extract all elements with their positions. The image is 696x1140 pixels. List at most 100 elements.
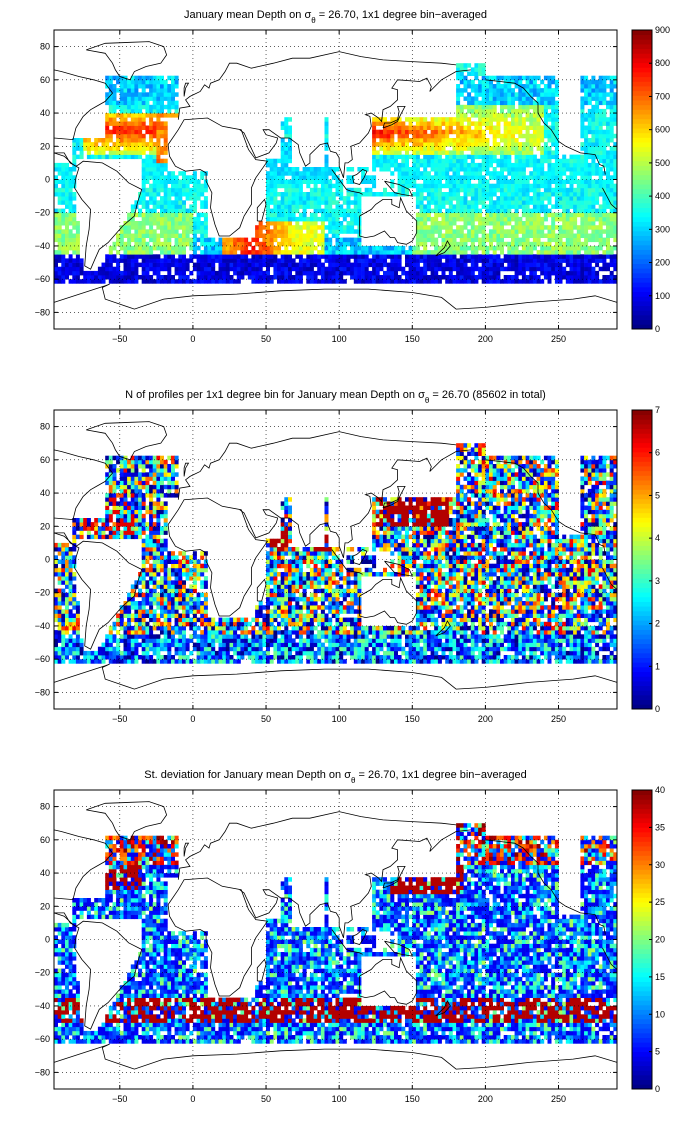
heatmap-cell (101, 142, 106, 147)
heatmap-cell (419, 125, 424, 130)
heatmap-cell (511, 92, 515, 97)
heatmap-cell (105, 459, 110, 465)
heatmap-cell (94, 655, 99, 660)
heatmap-cell (521, 142, 526, 147)
heatmap-cell (525, 212, 530, 218)
heatmap-cell (306, 225, 311, 230)
heatmap-cell (470, 146, 475, 151)
heatmap-cell (262, 262, 267, 268)
heatmap-cell (558, 233, 563, 238)
heatmap-cell (185, 266, 190, 272)
heatmap-cell (478, 92, 483, 97)
heatmap-cell (284, 133, 289, 139)
heatmap-cell (273, 204, 278, 209)
heatmap-cell (426, 162, 431, 168)
heatmap-cell (335, 179, 340, 184)
heatmap-cell (324, 142, 329, 147)
heatmap-cell (54, 275, 58, 280)
heatmap-cell (123, 229, 128, 234)
heatmap-cell (602, 212, 607, 218)
heatmap-cell (119, 254, 124, 259)
heatmap-cell (119, 88, 124, 93)
heatmap-cell (324, 245, 329, 251)
heatmap-cell (123, 241, 128, 247)
heatmap-cell (295, 200, 300, 205)
heatmap-cell (529, 221, 534, 226)
heatmap-cell (540, 100, 545, 106)
heatmap-cell (313, 192, 318, 197)
heatmap-cell (65, 613, 69, 618)
heatmap-cell (511, 196, 515, 201)
heatmap-cell (167, 100, 172, 106)
heatmap-cell (500, 108, 504, 114)
heatmap-cell (521, 125, 526, 130)
heatmap-cell (532, 162, 537, 168)
heatmap-cell (108, 476, 113, 481)
heatmap-cell (390, 162, 395, 168)
heatmap-cell (339, 245, 344, 251)
heatmap-cell (598, 175, 603, 180)
heatmap-cell (302, 212, 307, 218)
heatmap-cell (317, 266, 322, 272)
heatmap-cell (90, 650, 95, 656)
heatmap-cell (448, 241, 453, 247)
heatmap-cell (266, 216, 270, 222)
heatmap-cell (448, 237, 453, 243)
heatmap-cell (255, 254, 260, 259)
heatmap-cell (576, 200, 581, 205)
heatmap-cell (240, 258, 245, 263)
heatmap-cell (72, 572, 77, 577)
heatmap-cell (613, 175, 618, 180)
heatmap-cell (57, 192, 62, 197)
heatmap-cell (481, 129, 486, 135)
heatmap-cell (61, 279, 66, 284)
heatmap-cell (211, 237, 216, 243)
heatmap-cell (331, 229, 336, 234)
heatmap-cell (489, 121, 493, 126)
heatmap-cell (613, 196, 618, 201)
heatmap-cell (189, 237, 194, 243)
heatmap-cell (65, 175, 69, 180)
heatmap-cell (284, 162, 289, 168)
heatmap-cell (595, 113, 600, 118)
heatmap-cell (320, 225, 325, 230)
colorbar-segment (632, 151, 652, 157)
heatmap-cell (470, 258, 475, 263)
heatmap-cell (500, 183, 504, 189)
heatmap-cell (426, 233, 431, 238)
heatmap-cell (266, 250, 270, 255)
heatmap-cell (602, 113, 607, 118)
heatmap-cell (123, 142, 128, 147)
heatmap-cell (543, 187, 548, 193)
heatmap-cell (368, 270, 373, 276)
heatmap-cell (474, 154, 479, 160)
heatmap-cell (595, 270, 600, 276)
heatmap-cell (174, 204, 179, 209)
heatmap-cell (57, 258, 62, 263)
heatmap-cell (72, 225, 77, 230)
heatmap-cell (489, 183, 493, 189)
heatmap-cell (72, 175, 77, 180)
heatmap-cell (97, 275, 102, 280)
heatmap-cell (119, 117, 124, 122)
heatmap-cell (309, 167, 314, 172)
heatmap-cell (72, 150, 77, 155)
heatmap-cell (61, 208, 66, 214)
heatmap-cell (525, 162, 530, 168)
heatmap-cell (90, 154, 95, 160)
heatmap-cell (163, 192, 168, 197)
heatmap-cell (543, 92, 548, 97)
heatmap-cell (185, 221, 190, 226)
heatmap-cell (108, 530, 113, 535)
heatmap-cell (145, 167, 150, 172)
heatmap-cell (580, 171, 585, 176)
heatmap-cell (543, 104, 548, 110)
heatmap-cell (606, 129, 610, 135)
heatmap-cell (405, 138, 409, 143)
heatmap-cell (152, 245, 157, 251)
heatmap-cell (185, 183, 190, 189)
heatmap-cell (298, 192, 303, 197)
heatmap-cell (408, 138, 413, 143)
heatmap-cell (496, 233, 501, 238)
heatmap-cell (532, 104, 537, 110)
